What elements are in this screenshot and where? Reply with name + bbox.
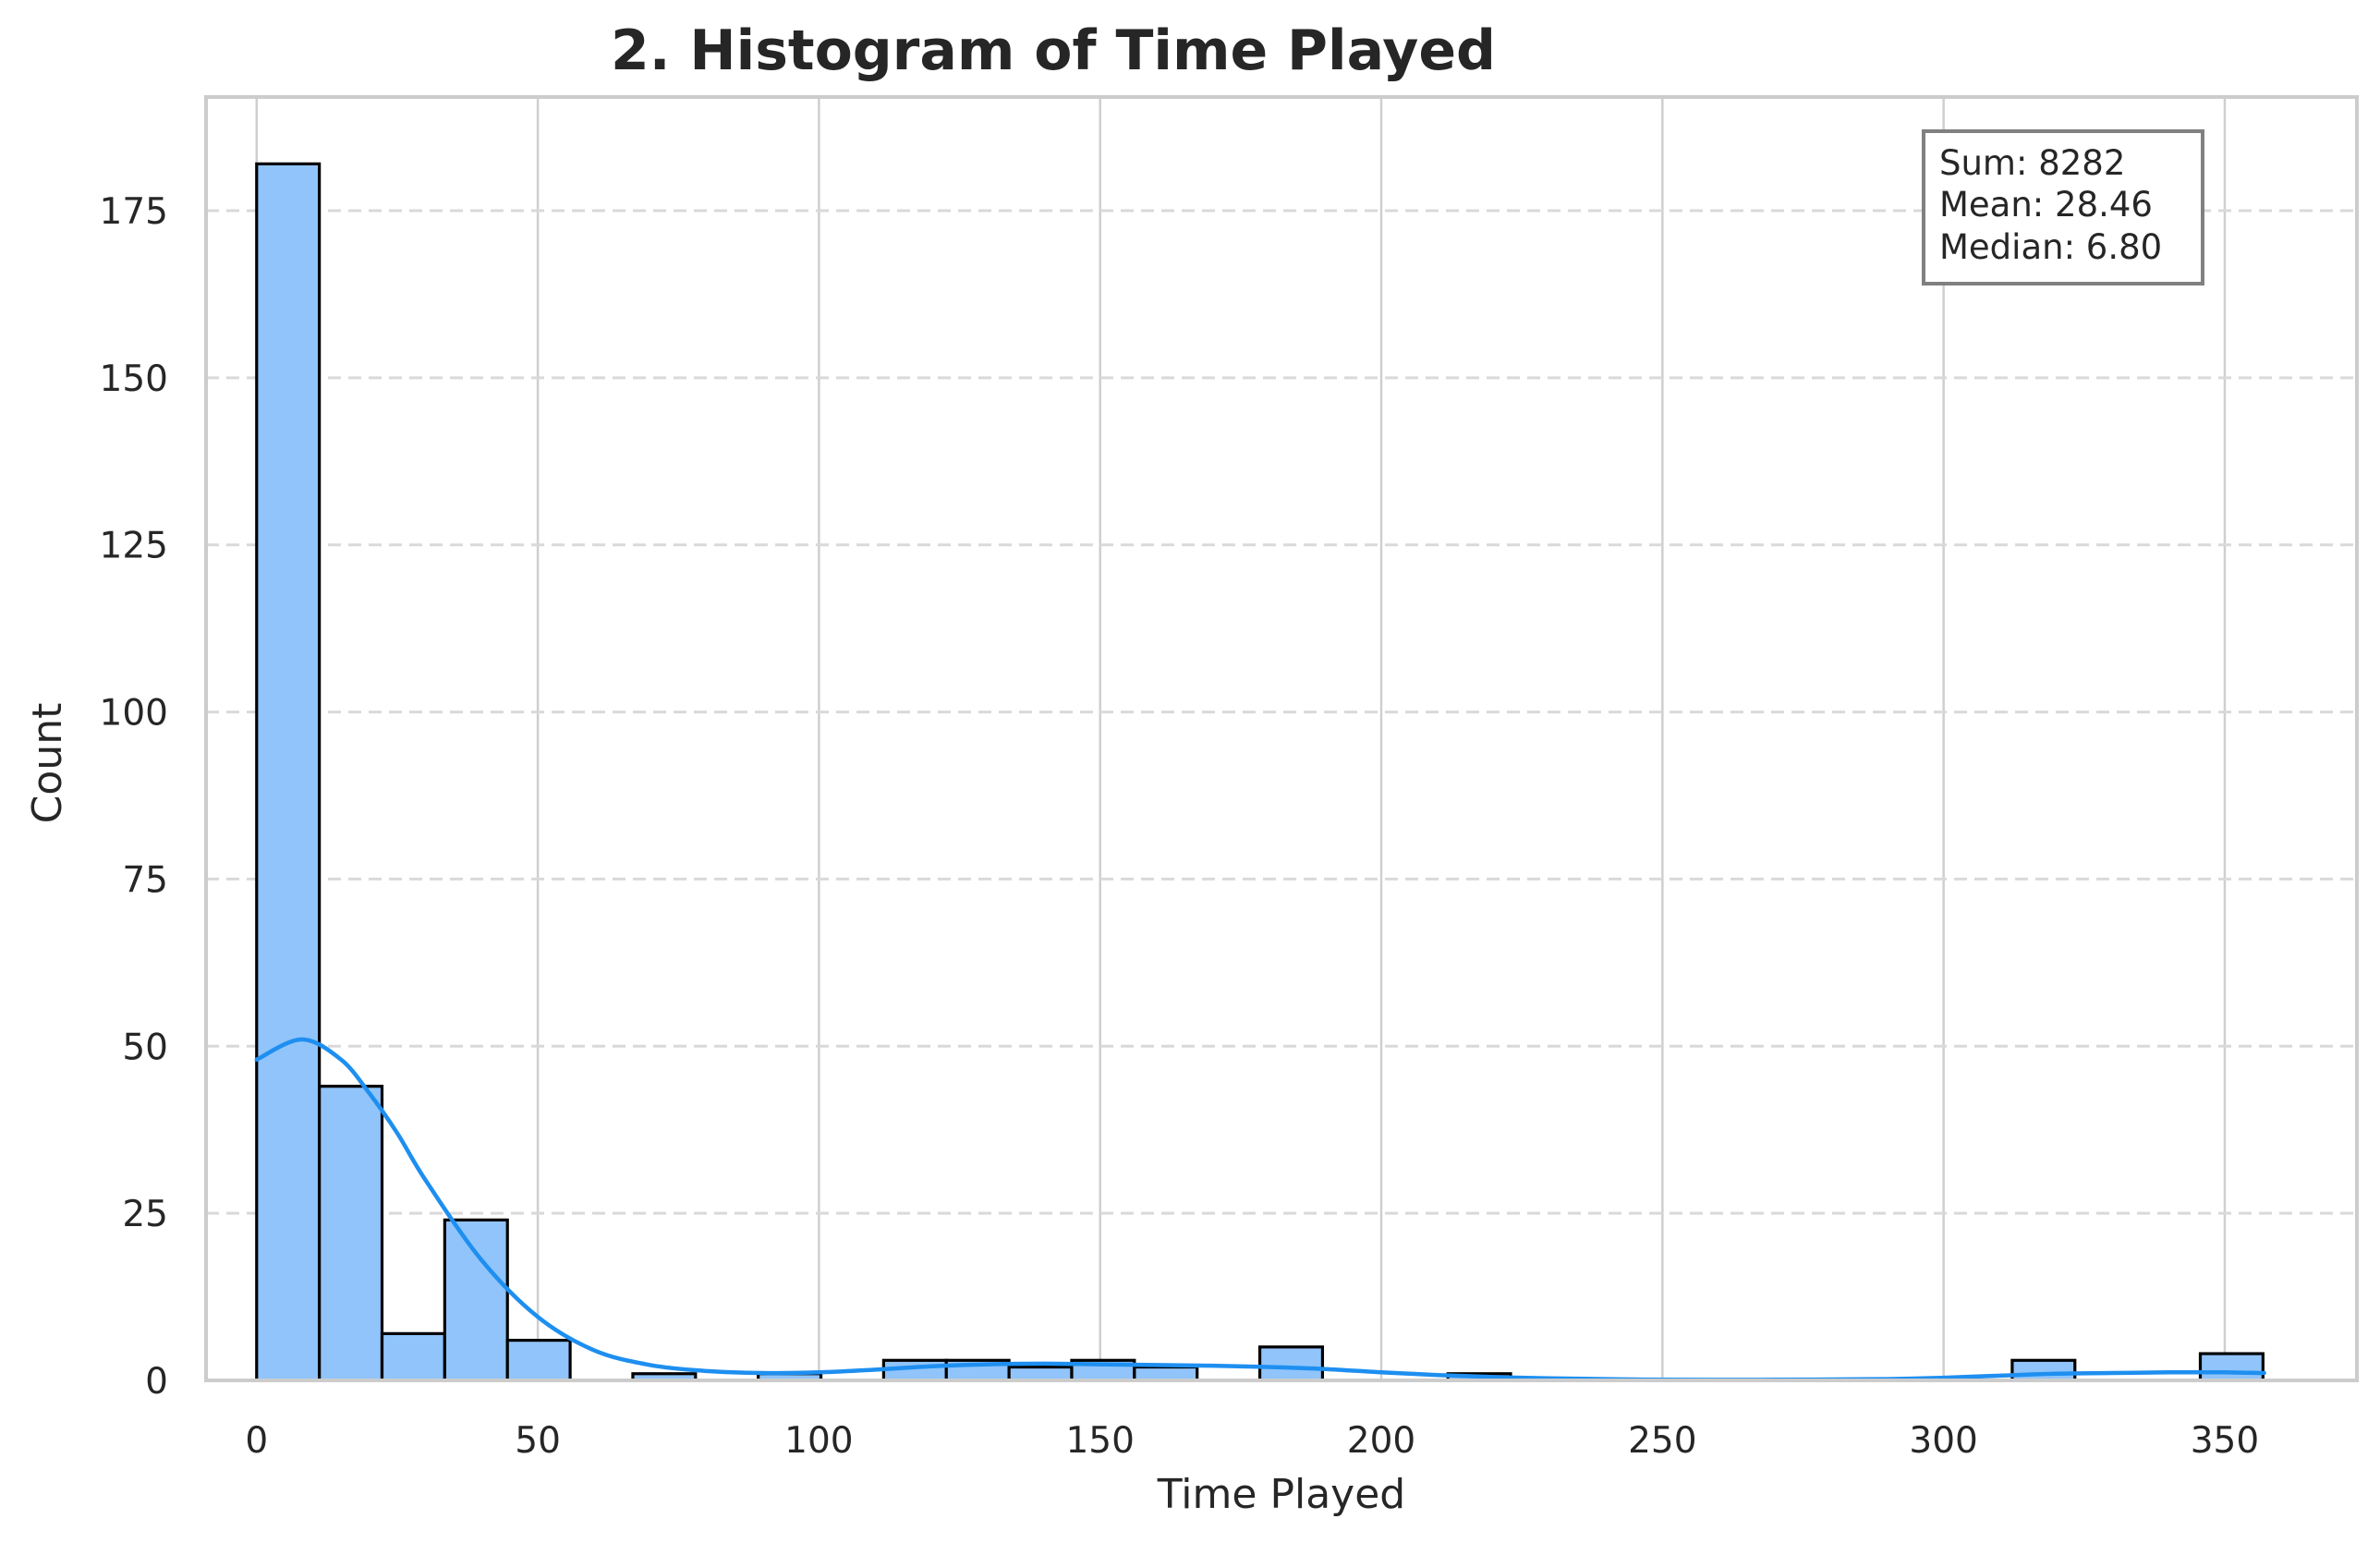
kde-curve (254, 1037, 2266, 1382)
histogram-bar-14 (1133, 1365, 1199, 1382)
plot-frame (204, 95, 2359, 1382)
x-tick-label-5: 250 (1628, 1420, 1696, 1462)
y-tick-label-2: 50 (122, 1027, 168, 1068)
y-axis-label: Count (24, 703, 71, 824)
histogram-bars (255, 162, 2265, 1382)
stat-mean: Mean: 28.46 (1939, 185, 2153, 225)
y-tick-label-6: 150 (100, 358, 168, 400)
y-tick-label-3: 75 (122, 859, 168, 901)
histogram-bar-4 (505, 1338, 572, 1382)
histogram-bar-3 (443, 1218, 509, 1382)
histogram-bar-1 (318, 1085, 384, 1382)
y-axis-ticks: 0 25 50 75 100 125 150 175 (100, 191, 168, 1403)
x-tick-label-0: 0 (245, 1420, 268, 1462)
histogram-bar-16 (1257, 1345, 1325, 1382)
x-axis-label: Time Played (1157, 1471, 1405, 1518)
x-tick-label-6: 300 (1909, 1420, 1977, 1462)
grid-lines (206, 97, 2357, 1380)
y-tick-label-4: 100 (100, 693, 168, 735)
y-tick-label-0: 0 (145, 1361, 168, 1403)
x-tick-label-2: 100 (784, 1420, 853, 1462)
x-tick-label-1: 50 (515, 1420, 561, 1462)
histogram-bar-0 (255, 162, 322, 1382)
x-tick-label-3: 150 (1065, 1420, 1134, 1462)
stat-sum: Sum: 8282 (1939, 143, 2125, 183)
stats-box: Sum: 8282 Mean: 28.46 Median: 6.80 (1922, 129, 2204, 286)
histogram-bar-28 (2010, 1358, 2077, 1382)
stat-median: Median: 6.80 (1939, 227, 2162, 267)
x-tick-label-4: 200 (1347, 1420, 1415, 1462)
histogram-bar-31 (2198, 1352, 2265, 1382)
histogram-bar-2 (380, 1331, 446, 1382)
x-tick-label-7: 350 (2191, 1420, 2259, 1462)
y-tick-label-5: 125 (100, 526, 168, 567)
histogram-bar-12 (1007, 1365, 1074, 1382)
y-tick-label-7: 175 (100, 191, 168, 233)
x-axis-ticks: 0 50 100 150 200 250 300 350 (245, 1420, 2259, 1462)
y-tick-label-1: 25 (122, 1194, 168, 1235)
chart-title: 2. Histogram of Time Played (611, 18, 1496, 83)
stats-box-frame (1922, 129, 2204, 286)
